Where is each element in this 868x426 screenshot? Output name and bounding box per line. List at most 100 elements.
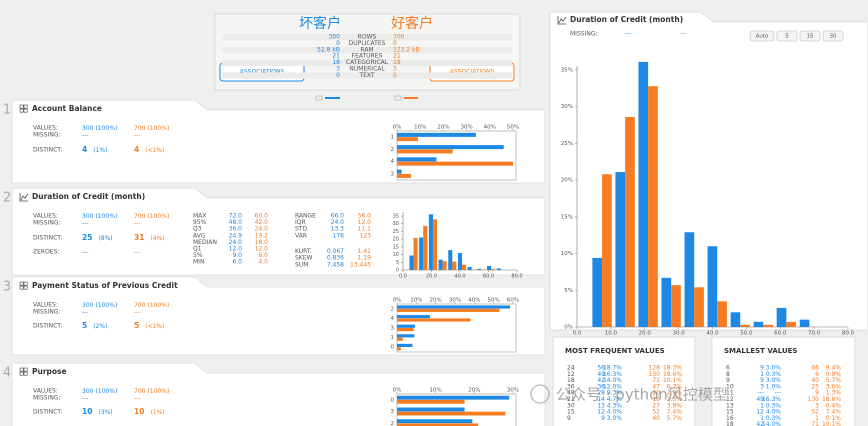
histogram-bar bbox=[786, 321, 797, 327]
stat-label: AVG bbox=[193, 232, 206, 239]
table-cell: --- bbox=[758, 390, 765, 397]
bar bbox=[397, 399, 465, 404]
stat-label: MAX bbox=[193, 213, 206, 220]
y-tick-label: 10% bbox=[561, 251, 573, 257]
compare-value: 0 bbox=[393, 40, 397, 47]
table-cell: 0.4% bbox=[826, 402, 842, 409]
stat-number: 300 bbox=[82, 213, 94, 220]
histogram-bar bbox=[413, 237, 418, 270]
y-tick-label: 0% bbox=[564, 325, 573, 331]
stat-percent: (8%) bbox=[98, 235, 112, 242]
stat-value: --- bbox=[134, 249, 141, 256]
table-cell: 18.6% bbox=[663, 371, 682, 378]
stat-value: 56.0 bbox=[358, 213, 372, 220]
stat-value: 24.9 bbox=[229, 232, 243, 239]
table-cell: 6 bbox=[815, 371, 819, 378]
compare-value: 700 bbox=[393, 34, 405, 41]
table-cell: 0.1% bbox=[826, 415, 842, 422]
bar bbox=[397, 328, 414, 332]
table-cell: 130 bbox=[808, 396, 820, 403]
feature-icon bbox=[23, 371, 28, 376]
bin-button[interactable] bbox=[776, 30, 798, 42]
table-cell: 18.7% bbox=[603, 365, 622, 372]
bar bbox=[397, 145, 504, 150]
row-label: FEATURES bbox=[352, 53, 383, 60]
table-cell: 11 bbox=[726, 390, 734, 397]
bin-button-label: 15 bbox=[807, 34, 814, 40]
stat-value: 123 bbox=[360, 232, 372, 239]
stat-number: --- bbox=[82, 309, 89, 316]
stat-label: MISSING: bbox=[33, 220, 61, 227]
compare-value: 21 bbox=[393, 53, 401, 60]
histogram-bar bbox=[661, 277, 672, 327]
table-cell: 47 bbox=[652, 383, 660, 390]
category-label: 2 bbox=[391, 306, 395, 312]
bin-button[interactable] bbox=[799, 30, 821, 42]
stat-label: STD bbox=[295, 226, 307, 233]
bar bbox=[397, 173, 411, 178]
table-cell: 3.0% bbox=[766, 377, 782, 384]
table-cell: 52 bbox=[652, 409, 660, 416]
stat-percent: (100%) bbox=[147, 302, 169, 309]
table-cell: 18 bbox=[567, 377, 575, 384]
y-tick-label: 35 bbox=[393, 214, 399, 220]
table-cell: 1 bbox=[760, 402, 764, 409]
feature-icon bbox=[19, 371, 24, 376]
stat-value: --- bbox=[134, 395, 141, 402]
stat-value: 60.0 bbox=[255, 213, 269, 220]
stat-number: --- bbox=[134, 395, 141, 402]
histogram-bar bbox=[799, 319, 810, 327]
table-panel bbox=[552, 336, 696, 426]
stat-label: KURT. bbox=[295, 248, 312, 255]
table-cell: 71 bbox=[652, 377, 660, 384]
bin-button[interactable] bbox=[822, 30, 844, 42]
detail-icon bbox=[557, 16, 566, 25]
x-tick-label: 30.0 bbox=[673, 331, 686, 337]
stat-value: 19.2 bbox=[255, 232, 269, 239]
table-cell: 36 bbox=[597, 383, 605, 390]
source-value: 0 bbox=[336, 72, 340, 79]
stat-number: 10 bbox=[134, 407, 144, 416]
table-cell: 9 bbox=[601, 415, 605, 422]
table-cell: 0.3% bbox=[766, 402, 782, 409]
y-tick-label: 30% bbox=[561, 104, 573, 110]
stat-value: 6.0 bbox=[258, 252, 268, 259]
stat-percent: (100%) bbox=[147, 213, 169, 220]
table-cell: 52 bbox=[811, 409, 819, 416]
stat-value: 6.0 bbox=[232, 259, 242, 266]
feature-index: 3 bbox=[3, 280, 11, 295]
histogram-bar bbox=[409, 255, 414, 270]
table-cell: 5.7% bbox=[667, 415, 683, 422]
stat-number: --- bbox=[82, 220, 89, 227]
bar bbox=[397, 308, 500, 312]
histogram-bar bbox=[615, 172, 626, 327]
stat-value: 11.1 bbox=[358, 226, 372, 233]
y-tick-label: 5% bbox=[564, 288, 573, 294]
source-value: 3 bbox=[336, 66, 340, 73]
stat-number: 4 bbox=[134, 145, 139, 154]
x-tick-label: 80.0 bbox=[842, 331, 855, 337]
watermark: 公众号 · python风控模型 bbox=[556, 386, 728, 404]
table-cell: 20 bbox=[652, 390, 660, 397]
source-value: 0 bbox=[336, 40, 340, 47]
table-cell: 10.1% bbox=[822, 421, 841, 426]
bar bbox=[397, 343, 413, 348]
stat-value: 300 (100%) bbox=[82, 125, 117, 132]
x-tick-label: 60.0 bbox=[774, 331, 787, 337]
stat-label: Q3 bbox=[193, 226, 202, 233]
table-cell: 30 bbox=[567, 402, 575, 409]
histogram-bar bbox=[432, 219, 437, 270]
x-tick-label: 50% bbox=[488, 298, 500, 304]
stat-percent: (100%) bbox=[147, 388, 169, 395]
bar bbox=[397, 137, 418, 142]
x-tick-label: 10% bbox=[430, 388, 442, 394]
bin-button[interactable] bbox=[749, 30, 775, 42]
table-cell: 3 bbox=[815, 402, 819, 409]
x-tick-label: 50.0 bbox=[740, 331, 753, 337]
feature-title: Payment Status of Previous Credit bbox=[32, 281, 178, 290]
x-tick-label: 0.0 bbox=[399, 274, 407, 280]
row-label: RAM bbox=[360, 46, 373, 53]
x-tick-label: 40% bbox=[468, 298, 480, 304]
source-value: 18 bbox=[332, 59, 340, 66]
stat-value: 5 (<1%) bbox=[134, 321, 164, 330]
